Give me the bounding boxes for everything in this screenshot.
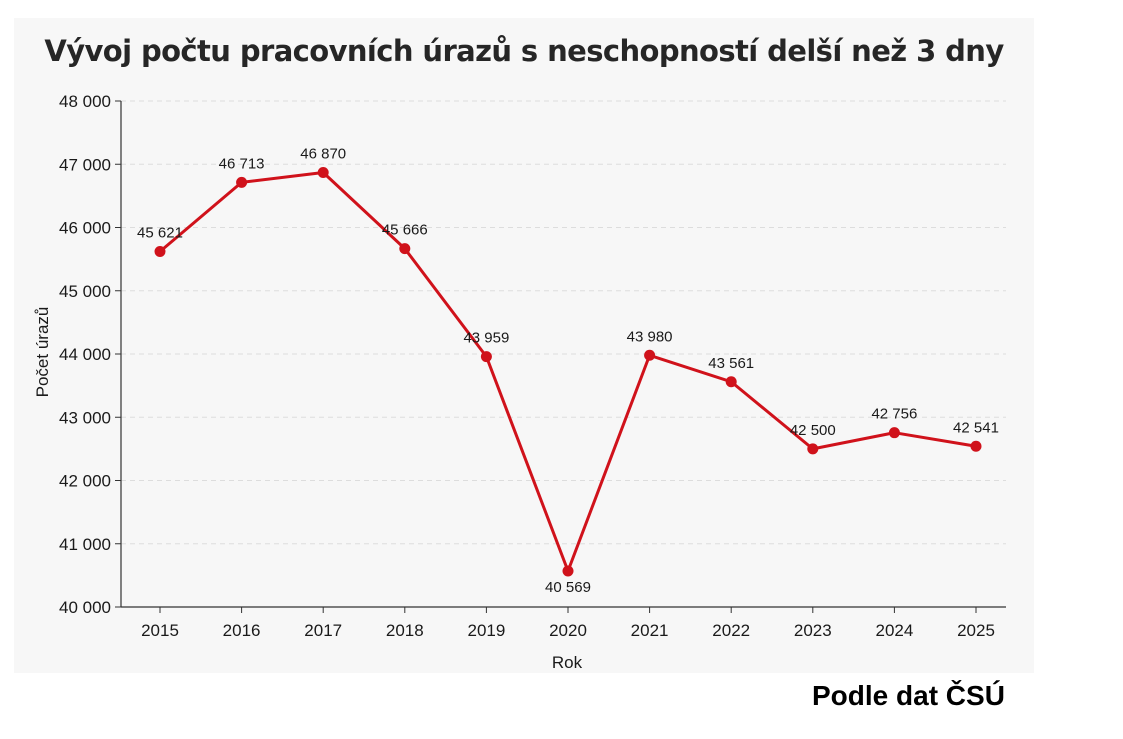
data-point: [399, 243, 411, 255]
data-point: [154, 245, 166, 257]
data-point: [644, 349, 656, 361]
x-tick-label: 2023: [794, 621, 832, 640]
series-line: [159, 170, 977, 573]
y-tick-label: 43 000: [59, 408, 111, 427]
data-label: 46 713: [219, 155, 265, 172]
x-tick-label: 2017: [304, 621, 342, 640]
grid-lines: [121, 100, 1006, 545]
y-tick-label: 47 000: [59, 155, 111, 174]
y-tick-label: 44 000: [59, 345, 111, 364]
data-label: 45 621: [137, 224, 183, 241]
x-axis-ticks: 2015 2016 2017 2018 2019 2020 2021 2022 2023 2024…: [141, 607, 995, 640]
x-tick-label: 2020: [549, 621, 587, 640]
x-tick-label: 2018: [386, 621, 424, 640]
x-tick-label: 2022: [712, 621, 750, 640]
x-tick-label: 2019: [467, 621, 505, 640]
data-point: [562, 565, 574, 577]
x-axis-title: Rok: [552, 653, 583, 672]
data-points: [154, 166, 982, 577]
y-axis-ticks: 40 000 41 000 42 000 43 000 44 000 45 000 46 0…: [59, 92, 121, 617]
data-point: [480, 351, 492, 363]
y-tick-label: 48 000: [59, 92, 111, 111]
data-label: 43 980: [627, 328, 673, 345]
data-label: 43 561: [708, 355, 754, 372]
data-label: 45 666: [382, 222, 428, 239]
y-tick-label: 46 000: [59, 219, 111, 238]
data-label: 42 541: [953, 419, 999, 436]
x-tick-label: 2024: [875, 621, 913, 640]
y-axis-title: Počet úrazů: [33, 307, 52, 398]
data-labels: 45 621 46 713 46 870 45 666 43 959 40 569 43 9…: [137, 145, 999, 596]
data-label: 42 756: [871, 406, 917, 423]
data-point: [725, 376, 737, 388]
x-tick-label: 2015: [141, 621, 179, 640]
data-point: [970, 440, 982, 452]
data-point: [317, 166, 329, 178]
source-note: Podle dat ČSÚ: [812, 680, 1005, 711]
y-tick-label: 41 000: [59, 535, 111, 554]
data-point: [888, 427, 900, 439]
x-tick-label: 2016: [223, 621, 261, 640]
data-label: 40 569: [545, 579, 591, 596]
chart-background: [14, 18, 1034, 673]
data-point: [807, 443, 819, 455]
data-point: [236, 176, 248, 188]
y-tick-label: 42 000: [59, 472, 111, 491]
data-label: 42 500: [790, 422, 836, 439]
y-tick-label: 40 000: [59, 598, 111, 617]
x-tick-label: 2025: [957, 621, 995, 640]
chart-title: Vývoj počtu pracovních úrazů s neschopno…: [44, 34, 1004, 68]
data-label: 43 959: [463, 330, 509, 347]
y-tick-label: 45 000: [59, 282, 111, 301]
data-label: 46 870: [300, 145, 346, 162]
x-tick-label: 2021: [631, 621, 669, 640]
